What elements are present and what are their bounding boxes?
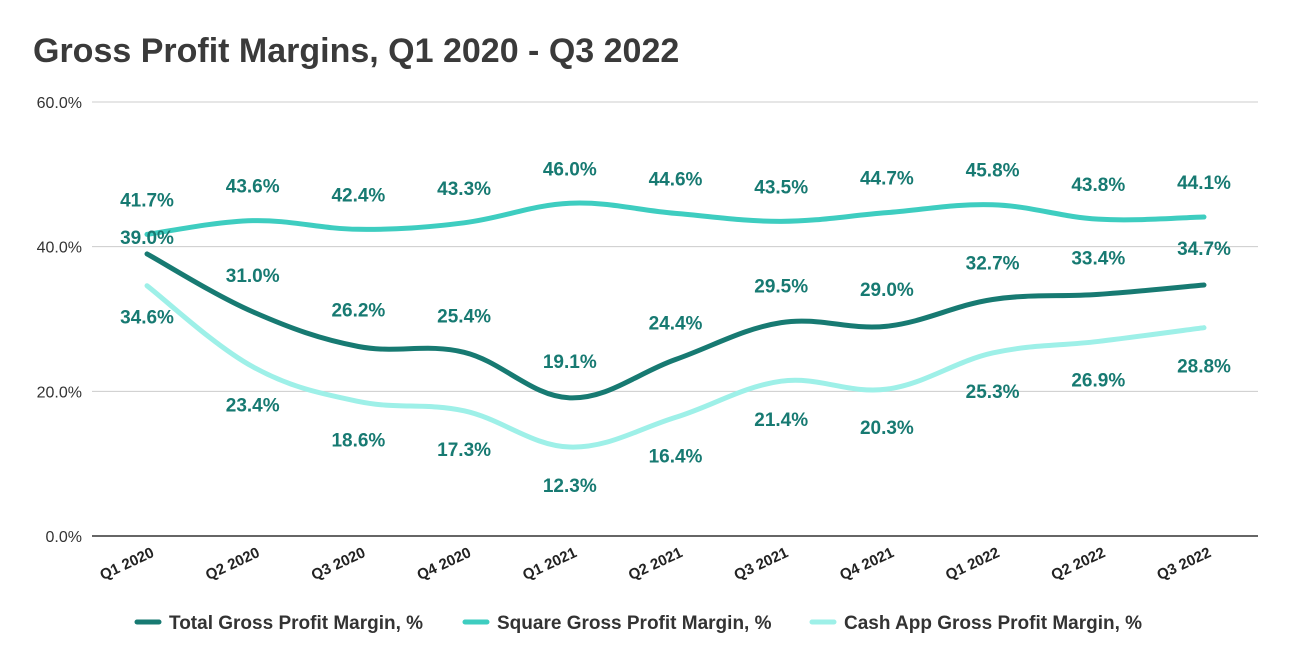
series-line-0: [144, 251, 1207, 401]
data-label: 44.1%: [1177, 173, 1231, 194]
data-label: 43.5%: [754, 177, 808, 198]
x-axis-ticks: Q1 2020 Q2 2020 Q3 2020 Q4 2020 Q1 2021 Q2 20…: [97, 544, 1213, 584]
data-label: 24.4%: [649, 314, 703, 335]
legend: Total Gross Profit Margin, % Square Gross…: [134, 613, 1142, 634]
data-label: 43.3%: [437, 179, 491, 200]
data-label: 28.8%: [1177, 357, 1231, 378]
x-tick-label: Q1 2020: [97, 544, 156, 584]
data-label: 46.0%: [543, 159, 597, 180]
data-label: 45.8%: [966, 161, 1020, 182]
legend-label: Cash App Gross Profit Margin, %: [844, 613, 1142, 634]
data-label: 18.6%: [331, 430, 385, 451]
data-label: 25.3%: [966, 382, 1020, 403]
y-tick-label: 0.0%: [46, 529, 82, 546]
data-label: 29.0%: [860, 280, 914, 301]
data-label: 41.7%: [120, 190, 174, 211]
data-label: 44.6%: [649, 169, 703, 190]
series-line-1: [144, 200, 1207, 237]
data-label: 31.0%: [226, 266, 280, 287]
y-tick-label: 60.0%: [37, 95, 82, 112]
data-label: 43.8%: [1071, 175, 1125, 196]
x-tick-label: Q4 2020: [414, 544, 473, 584]
x-tick-label: Q1 2022: [943, 544, 1002, 584]
x-tick-label: Q1 2021: [520, 544, 579, 584]
x-tick-label: Q2 2020: [203, 544, 262, 584]
x-tick-label: Q2 2022: [1049, 544, 1108, 584]
legend-label: Total Gross Profit Margin, %: [169, 613, 423, 634]
data-label: 34.7%: [1177, 239, 1231, 260]
y-tick-label: 20.0%: [37, 384, 82, 401]
x-tick-label: Q3 2020: [309, 544, 368, 584]
data-label: 29.5%: [754, 277, 808, 298]
data-label: 19.1%: [543, 352, 597, 373]
data-label: 33.4%: [1071, 248, 1125, 269]
data-label: 16.4%: [649, 446, 703, 467]
data-label: 44.7%: [860, 169, 914, 190]
x-tick-label: Q2 2021: [626, 544, 685, 584]
data-label: 21.4%: [754, 410, 808, 431]
data-label: 32.7%: [966, 253, 1020, 274]
gridlines: [92, 101, 1258, 537]
data-label: 39.0%: [120, 228, 174, 249]
series-line-2: [144, 283, 1207, 450]
data-labels: 39.0% 31.0% 26.2% 25.4% 19.1% 24.4% 29.5% 29.0%…: [120, 159, 1231, 497]
x-tick-label: Q3 2022: [1154, 544, 1213, 584]
data-label: 42.4%: [331, 185, 385, 206]
y-axis-ticks: 0.0% 20.0% 40.0% 60.0%: [37, 95, 82, 546]
x-tick-label: Q3 2021: [732, 544, 791, 584]
x-tick-label: Q4 2021: [837, 544, 896, 584]
legend-label: Square Gross Profit Margin, %: [497, 613, 772, 634]
data-label: 12.3%: [543, 476, 597, 497]
y-tick-label: 40.0%: [37, 240, 82, 257]
data-label: 34.6%: [120, 308, 174, 329]
data-label: 25.4%: [437, 306, 491, 327]
data-label: 23.4%: [226, 396, 280, 417]
data-label: 20.3%: [860, 418, 914, 439]
chart-title: Gross Profit Margins, Q1 2020 - Q3 2022: [33, 32, 679, 70]
series-lines: [144, 200, 1207, 450]
data-label: 43.6%: [226, 177, 280, 198]
data-label: 26.9%: [1071, 370, 1125, 391]
data-label: 26.2%: [331, 300, 385, 321]
data-label: 17.3%: [437, 440, 491, 461]
